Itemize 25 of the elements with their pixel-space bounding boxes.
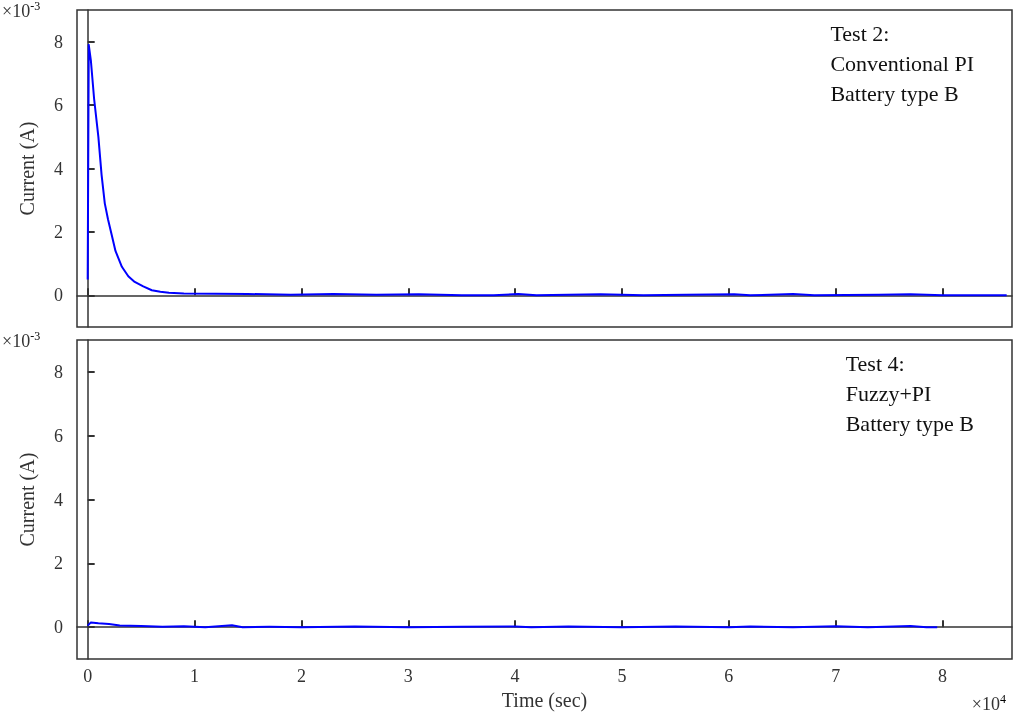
y-tick-label: 4 [54, 489, 63, 510]
y-tick-label: 2 [54, 221, 63, 242]
x-axis-title: Time (sec) [501, 689, 588, 712]
annotation: Test 4: Fuzzy+PI Battery type B [845, 350, 975, 436]
y-tick-label: 0 [54, 617, 63, 638]
x-tick-label: 3 [403, 666, 413, 687]
line-series [86, 43, 1008, 297]
y-tick-label: 6 [54, 425, 63, 446]
x-tick-label: 0 [83, 666, 93, 687]
y-tick-label: 4 [54, 158, 63, 179]
y-axis-title: Current (A) [16, 452, 39, 547]
y-axis-title: Current (A) [16, 121, 39, 216]
y-tick-label: 6 [54, 95, 63, 116]
y-tick-label: 8 [54, 31, 63, 52]
x-tick-label: 8 [938, 666, 948, 687]
x-tick-label: 4 [510, 666, 520, 687]
y-tick-label: 8 [54, 361, 63, 382]
x-tick-label: 2 [296, 666, 306, 687]
y-tick-label: 2 [54, 553, 63, 574]
x-tick-label: 5 [617, 666, 627, 687]
x-tick-label: 7 [831, 666, 841, 687]
x-tick-label: 6 [724, 666, 734, 687]
x-tick-label: 1 [190, 666, 200, 687]
annotation: Test 2: Conventional PI Battery type B [830, 20, 975, 106]
y-tick-label: 0 [54, 285, 63, 306]
